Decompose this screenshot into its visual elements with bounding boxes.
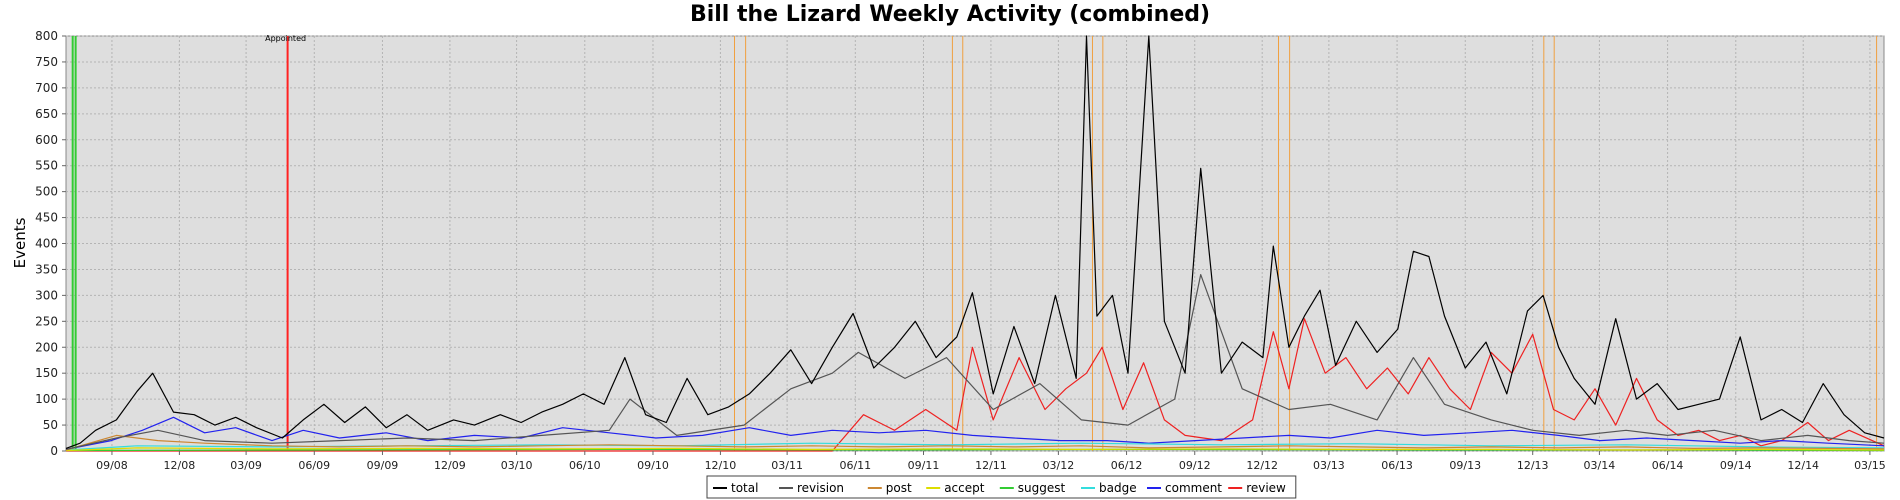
x-tick-label: 06/14	[1652, 459, 1684, 472]
y-axis: 0 50 100 150 200 250 300 350 400 450 500 550 600 650 7…	[35, 29, 66, 458]
legend-frame	[706, 475, 1297, 499]
x-tick-label: 12/14	[1787, 459, 1819, 472]
legend-label-revision: revision	[797, 481, 844, 495]
series-line-post	[65, 434, 1885, 451]
x-tick-label: 06/13	[1381, 459, 1413, 472]
y-tick-label: 0	[50, 444, 58, 458]
x-tick-label: 09/11	[908, 459, 940, 472]
y-tick-label: 550	[35, 159, 58, 173]
y-tick-label: 450	[35, 211, 58, 225]
y-tick-label: 800	[35, 29, 58, 43]
grid	[66, 35, 1884, 452]
x-tick-label: 03/14	[1584, 459, 1616, 472]
y-tick-label: 200	[35, 340, 58, 354]
series-line-comment	[65, 416, 1885, 450]
x-tick-label: 03/09	[230, 459, 262, 472]
x-tick-label: 09/09	[367, 459, 399, 472]
event-marker-label: Appointed	[265, 34, 306, 43]
series-line-review	[66, 318, 1885, 452]
x-tick-label: 12/13	[1517, 459, 1549, 472]
y-tick-label: 100	[35, 392, 58, 406]
x-tick-label: 06/12	[1111, 459, 1143, 472]
x-tick-label: 09/08	[96, 459, 128, 472]
x-tick-label: 12/12	[1246, 459, 1278, 472]
x-tick-label: 12/09	[434, 459, 466, 472]
series-line-revision	[65, 274, 1885, 450]
legend: total revision post accept suggest badge comme…	[706, 475, 1297, 499]
legend-label-review: review	[1246, 481, 1286, 495]
y-tick-label: 250	[35, 314, 58, 328]
y-tick-label: 650	[35, 107, 58, 121]
y-tick-label: 500	[35, 185, 58, 199]
series-lines	[65, 35, 1885, 452]
x-axis: 09/08 12/08 03/09 06/09 09/09 12/09 03/10 06/10…	[96, 451, 1886, 472]
legend-label-accept: accept	[944, 481, 985, 495]
y-tick-label: 300	[35, 288, 58, 302]
x-tick-label: 12/08	[164, 459, 196, 472]
x-tick-label: 06/10	[569, 459, 601, 472]
legend-label-comment: comment	[1165, 481, 1222, 495]
x-tick-label: 12/11	[975, 459, 1007, 472]
x-tick-label: 09/14	[1720, 459, 1752, 472]
x-tick-label: 03/12	[1043, 459, 1075, 472]
legend-label-suggest: suggest	[1018, 481, 1066, 495]
y-tick-label: 600	[35, 133, 58, 147]
x-tick-label: 09/10	[637, 459, 669, 472]
chart-title: Bill the Lizard Weekly Activity (combine…	[689, 2, 1211, 27]
y-axis-label: Events	[11, 217, 29, 268]
y-tick-label: 50	[43, 418, 58, 432]
y-tick-label: 700	[35, 81, 58, 95]
y-tick-label: 750	[35, 55, 58, 69]
legend-label-badge: badge	[1099, 481, 1137, 495]
series-line-total	[65, 35, 1885, 449]
x-tick-label: 06/11	[839, 459, 871, 472]
legend-label-total: total	[731, 481, 758, 495]
legend-label-post: post	[886, 481, 912, 495]
x-tick-label: 09/13	[1449, 459, 1481, 472]
y-tick-label: 150	[35, 366, 58, 380]
event-markers: Appointed	[71, 34, 1878, 451]
x-tick-label: 06/09	[298, 459, 330, 472]
x-tick-label: 09/12	[1179, 459, 1211, 472]
x-tick-label: 03/11	[771, 459, 803, 472]
x-tick-label: 03/13	[1313, 459, 1345, 472]
x-tick-label: 12/10	[705, 459, 737, 472]
x-tick-label: 03/15	[1854, 459, 1886, 472]
y-tick-label: 400	[35, 237, 58, 251]
series-line-accept	[65, 447, 1885, 452]
y-tick-label: 350	[35, 262, 58, 276]
x-tick-label: 03/10	[501, 459, 533, 472]
